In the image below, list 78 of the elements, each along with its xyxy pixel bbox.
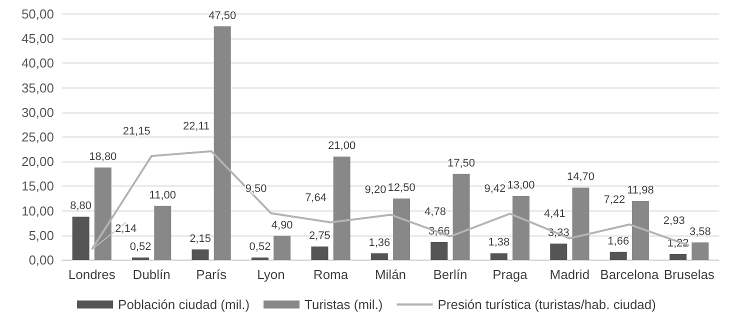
data-label: 7,64 <box>305 192 326 204</box>
data-label: 9,42 <box>484 183 506 196</box>
data-label: 2,15 <box>190 232 211 245</box>
bar <box>72 216 90 260</box>
y-tick-label: 10,00 <box>21 203 54 218</box>
data-label: 2,14 <box>115 222 137 235</box>
bar <box>333 156 350 260</box>
data-label: 1,38 <box>488 236 510 249</box>
line-series <box>90 150 690 250</box>
bar <box>251 257 268 260</box>
x-tick-label: Roma <box>313 267 349 282</box>
data-label: 0,52 <box>130 240 152 253</box>
y-tick-label: 15,00 <box>21 178 54 194</box>
y-tick-label: 5,00 <box>28 228 54 243</box>
data-label: 14,70 <box>566 171 594 184</box>
y-tick-label: 25,00 <box>21 130 54 144</box>
x-tick-label: Madrid <box>550 267 590 282</box>
data-label: 7,22 <box>604 194 626 206</box>
bar <box>490 253 508 260</box>
x-tick-label: Milán <box>374 267 406 282</box>
bar <box>370 253 388 260</box>
x-tick-label: Dublín <box>132 267 170 282</box>
data-label: 1,66 <box>608 235 630 248</box>
data-label: 21,15 <box>122 125 150 138</box>
bar <box>550 244 568 260</box>
x-tick-label: Bruselas <box>664 267 715 282</box>
bar <box>311 246 328 260</box>
data-label: 2,93 <box>663 215 685 228</box>
bar <box>154 206 172 260</box>
bar <box>393 198 410 260</box>
x-tick-label: Barcelona <box>600 267 660 282</box>
data-label: 13,00 <box>507 180 535 192</box>
x-tick-label: Lyon <box>257 267 285 282</box>
bar <box>572 188 590 260</box>
x-tick-label: Berlín <box>433 267 468 282</box>
y-tick-label: 0,00 <box>28 252 54 268</box>
data-label: 9,50 <box>245 182 267 195</box>
legend-label: Presión turística (turistas/hab. ciudad) <box>438 297 656 312</box>
data-label: 21,00 <box>328 140 356 152</box>
bar <box>692 242 709 260</box>
y-tick-label: 30,00 <box>21 104 54 120</box>
x-tick-label: Praga <box>492 267 528 282</box>
data-label: 11,00 <box>149 189 176 202</box>
y-tick-label: 45,00 <box>21 31 54 46</box>
x-tick-label: Londres <box>68 267 116 282</box>
data-label: 4,78 <box>424 206 446 218</box>
bar <box>610 252 627 260</box>
y-tick-label: 50,00 <box>21 6 54 22</box>
data-label: 9,20 <box>364 184 386 196</box>
y-tick-label: 40,00 <box>21 56 54 71</box>
bar <box>670 254 687 260</box>
legend-label: Turistas (mil.) <box>304 297 383 312</box>
bar <box>132 257 150 260</box>
bar <box>632 201 649 260</box>
y-tick-label: 20,00 <box>21 154 54 170</box>
data-label: 8,80 <box>70 200 92 212</box>
bar <box>430 242 448 260</box>
bar <box>94 168 112 260</box>
data-label: 12,50 <box>388 182 416 194</box>
data-label: 18,80 <box>89 151 117 164</box>
data-label: 22,11 <box>182 120 210 133</box>
bar <box>192 249 209 260</box>
bar <box>452 174 470 260</box>
data-label: 2,75 <box>309 230 330 242</box>
bar <box>274 236 291 260</box>
data-label: 1,36 <box>368 236 390 249</box>
data-label: 0,52 <box>249 240 271 253</box>
bar <box>214 26 231 260</box>
data-label: 3,58 <box>689 226 711 238</box>
data-label: 4,41 <box>544 208 566 220</box>
data-label: 4,90 <box>271 219 293 232</box>
data-label: 11,98 <box>627 184 654 197</box>
x-tick-label: París <box>196 267 227 282</box>
bar <box>512 196 530 260</box>
data-label: 17,50 <box>448 157 476 170</box>
legend-label: Población ciudad (mil.) <box>118 297 250 312</box>
y-tick-label: 35,00 <box>21 80 54 96</box>
data-label: 47,50 <box>208 10 236 22</box>
